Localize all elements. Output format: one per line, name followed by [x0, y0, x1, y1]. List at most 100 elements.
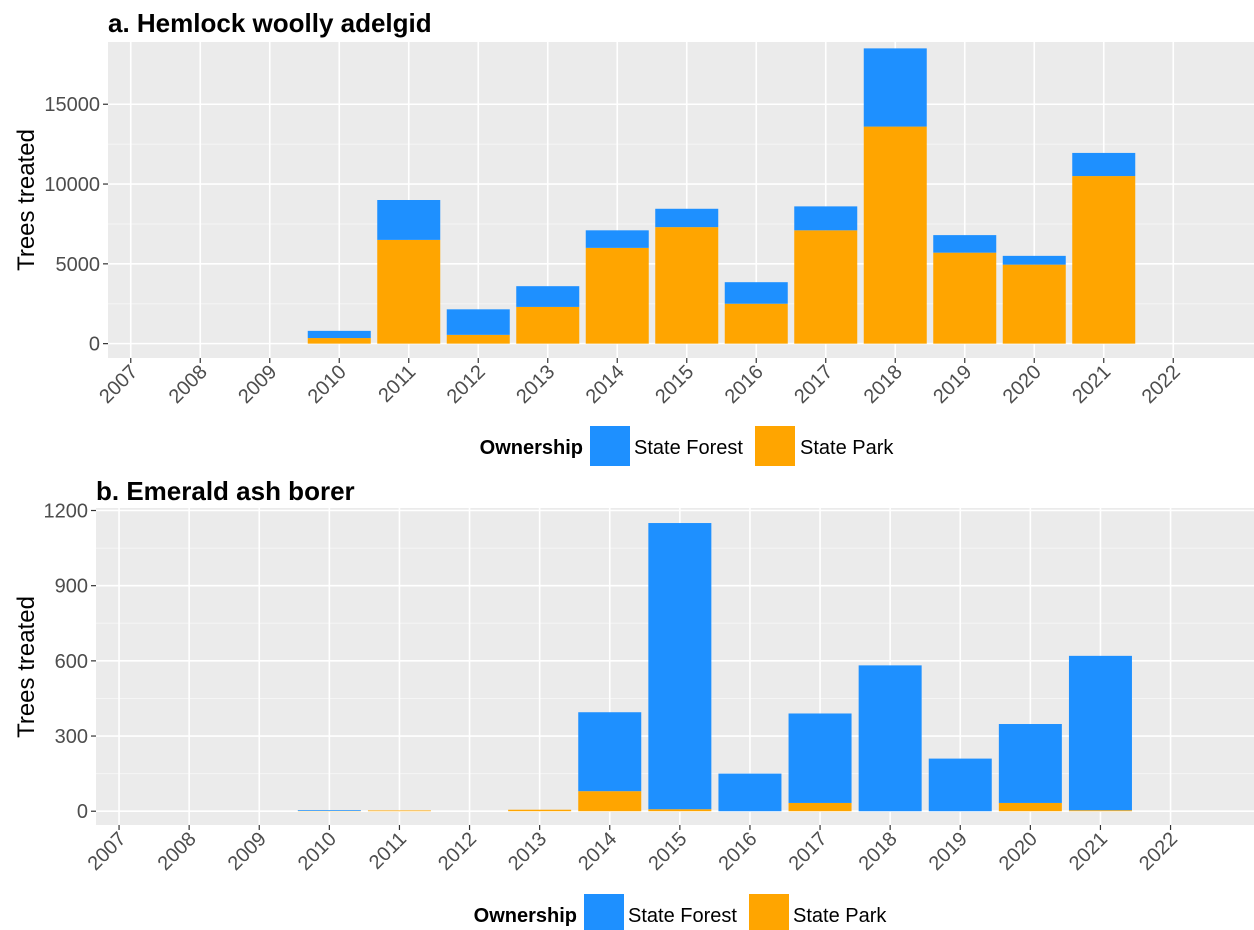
- x-tick-label: 2019: [929, 361, 976, 408]
- bar-state-forest-2018: [858, 665, 922, 812]
- bar-state-forest-2010: [307, 330, 371, 339]
- y-tick-label: 900: [55, 576, 88, 598]
- legend-label-state-park: State Park: [800, 437, 894, 459]
- panel-hemlock-woolly-adelgid: a. Hemlock woolly adelgid 0 5000 10000 1500…: [13, 8, 1254, 466]
- x-tick-label: 2021: [1065, 828, 1112, 875]
- x-tick-label: 2014: [582, 361, 629, 408]
- bar-state-forest-2020: [1002, 255, 1066, 265]
- x-tick-label: 2016: [721, 361, 768, 408]
- bar-state-park-2020: [998, 802, 1062, 812]
- y-tick-label: 0: [89, 334, 100, 356]
- bar-state-park-2015: [648, 809, 712, 812]
- bar-state-forest-2013: [516, 286, 580, 307]
- bars: [297, 523, 1132, 812]
- y-tick-label: 15000: [44, 94, 100, 116]
- x-tick-label: 2020: [999, 361, 1046, 408]
- panel-title: b. Emerald ash borer: [96, 476, 355, 506]
- panel-emerald-ash-borer: b. Emerald ash borer 0 300 600 900 1200 2007…: [13, 476, 1254, 930]
- x-tick-label: 2017: [785, 828, 832, 875]
- legend: Ownership State Forest State Park: [474, 894, 887, 930]
- bar-state-park-2015: [655, 227, 719, 344]
- bar-state-park-2012: [446, 334, 510, 344]
- x-tick-label: 2009: [234, 361, 281, 408]
- bar-state-park-2021: [1068, 810, 1132, 812]
- x-tick-label: 2012: [443, 361, 490, 408]
- bar-state-forest-2011: [377, 200, 441, 240]
- y-tick-label: 300: [55, 726, 88, 748]
- bar-state-forest-2012: [446, 309, 510, 335]
- bar-state-forest-2021: [1068, 655, 1132, 811]
- legend-label-state-forest: State Forest: [634, 437, 743, 459]
- bar-state-park-2014: [585, 247, 649, 344]
- bar-state-forest-2017: [794, 206, 858, 231]
- x-tick-label: 2009: [224, 828, 271, 875]
- bar-state-forest-2016: [718, 773, 782, 812]
- bar-state-forest-2014: [578, 712, 642, 792]
- bar-state-park-2013: [508, 809, 572, 812]
- y-tick-label: 0: [77, 801, 88, 823]
- bars: [307, 48, 1136, 344]
- y-tick-label: 10000: [44, 174, 100, 196]
- x-tick-label: 2007: [84, 828, 131, 875]
- y-tick-label: 5000: [56, 254, 101, 276]
- x-tick-label: 2018: [860, 361, 907, 408]
- bar-state-forest-2010: [297, 810, 361, 811]
- bar-state-park-2017: [788, 802, 852, 812]
- bar-state-forest-2019: [928, 758, 992, 812]
- panel-title: a. Hemlock woolly adelgid: [108, 8, 432, 38]
- x-tick-label: 2011: [374, 361, 420, 407]
- bar-state-park-2016: [724, 303, 788, 344]
- x-tick-label: 2017: [790, 361, 837, 408]
- x-axis-ticks: 2007 2008 2009 2010 2011 2012 2013 2014 2015 2016…: [95, 358, 1185, 408]
- x-tick-label: 2011: [365, 828, 411, 874]
- x-tick-label: 2012: [434, 828, 481, 875]
- y-tick-label: 1200: [44, 501, 89, 523]
- x-tick-label: 2022: [1135, 828, 1182, 875]
- legend: Ownership State Forest State Park: [480, 426, 894, 466]
- x-tick-label: 2018: [855, 828, 902, 875]
- y-tick-label: 600: [55, 651, 88, 673]
- bar-state-park-2014: [578, 791, 642, 812]
- legend-label-state-forest: State Forest: [628, 905, 737, 927]
- x-tick-label: 2016: [714, 828, 761, 875]
- bar-state-forest-2016: [724, 282, 788, 304]
- x-tick-label: 2013: [512, 361, 559, 408]
- x-tick-label: 2010: [304, 361, 351, 408]
- x-tick-label: 2010: [294, 828, 341, 875]
- bar-state-forest-2021: [1072, 152, 1136, 177]
- bar-state-park-2011: [367, 810, 431, 812]
- bar-state-park-2017: [794, 230, 858, 344]
- legend-key-state-forest: [584, 894, 624, 930]
- bar-state-park-2011: [377, 239, 441, 344]
- legend-key-state-forest: [590, 426, 630, 466]
- bar-state-forest-2020: [998, 724, 1062, 803]
- y-axis-ticks: 0 300 600 900 1200: [44, 501, 96, 823]
- bar-state-forest-2017: [788, 713, 852, 803]
- x-tick-label: 2019: [925, 828, 972, 875]
- bar-state-park-2020: [1002, 264, 1066, 344]
- legend-label-state-park: State Park: [793, 905, 887, 927]
- x-tick-label: 2020: [995, 828, 1042, 875]
- legend-key-state-park: [755, 426, 795, 466]
- x-tick-label: 2021: [1068, 361, 1115, 408]
- x-tick-label: 2015: [651, 361, 698, 408]
- bar-state-forest-2015: [655, 208, 719, 228]
- y-axis-label: Trees treated: [13, 129, 40, 271]
- x-tick-label: 2013: [504, 828, 551, 875]
- bar-state-park-2018: [863, 126, 927, 344]
- bar-state-park-2021: [1072, 176, 1136, 344]
- x-tick-label: 2015: [644, 828, 691, 875]
- legend-title: Ownership: [474, 905, 577, 927]
- bar-state-forest-2019: [933, 235, 997, 253]
- bar-state-forest-2018: [863, 48, 927, 127]
- bar-state-park-2013: [516, 306, 580, 344]
- x-tick-label: 2022: [1138, 361, 1185, 408]
- x-tick-label: 2007: [95, 361, 142, 408]
- x-tick-label: 2008: [154, 828, 201, 875]
- bar-state-park-2010: [307, 338, 371, 344]
- legend-title: Ownership: [480, 437, 583, 459]
- bar-state-forest-2015: [648, 523, 712, 810]
- x-tick-label: 2008: [165, 361, 212, 408]
- x-axis-ticks: 2007 2008 2009 2010 2011 2012 2013 2014 2015 2016…: [84, 825, 1182, 875]
